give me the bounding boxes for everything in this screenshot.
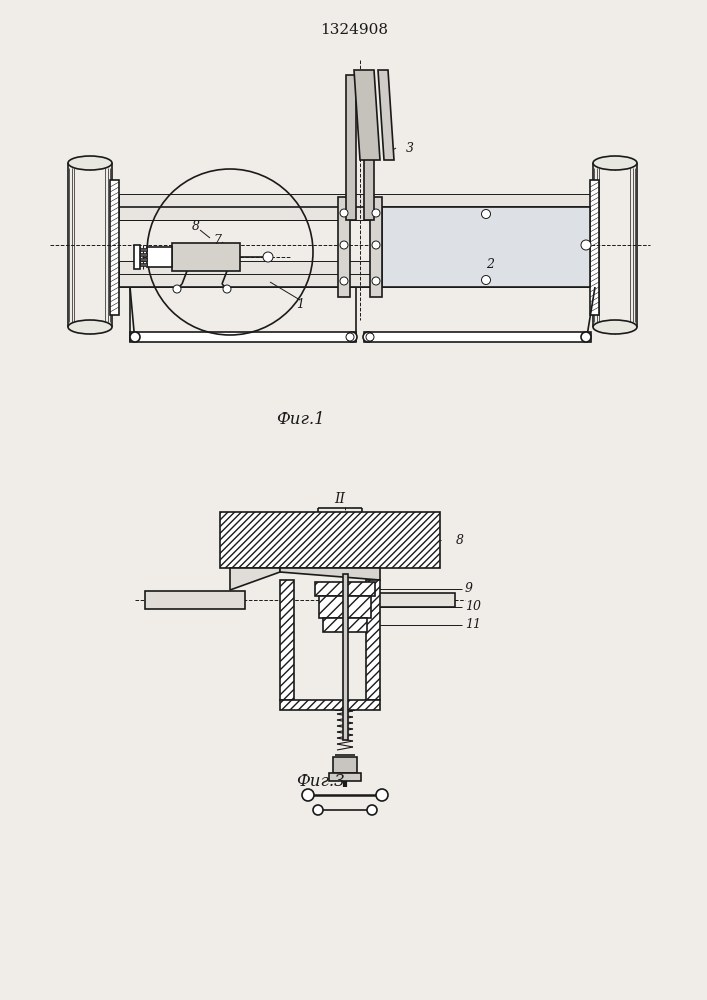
Bar: [375, 593, 455, 607]
Ellipse shape: [593, 156, 637, 170]
Text: 9: 9: [465, 582, 473, 595]
Circle shape: [481, 275, 491, 284]
Bar: [140, 257, 147, 260]
Polygon shape: [280, 568, 380, 580]
Bar: [338, 197, 350, 297]
Bar: [280, 700, 380, 710]
Circle shape: [173, 285, 181, 293]
Circle shape: [581, 240, 591, 250]
Text: 2: 2: [486, 258, 494, 271]
Circle shape: [372, 277, 380, 285]
Ellipse shape: [68, 156, 112, 170]
Circle shape: [302, 789, 314, 801]
Circle shape: [366, 333, 374, 341]
Bar: [346, 75, 356, 220]
Bar: [140, 247, 147, 250]
Circle shape: [376, 789, 388, 801]
Bar: [590, 180, 599, 315]
Bar: [364, 332, 591, 342]
Text: 3: 3: [406, 141, 414, 154]
Bar: [333, 757, 357, 773]
Polygon shape: [220, 512, 440, 568]
Bar: [364, 75, 374, 220]
Circle shape: [223, 285, 231, 293]
Polygon shape: [354, 70, 380, 160]
Text: 11: 11: [465, 618, 481, 632]
Ellipse shape: [593, 320, 637, 334]
Text: 7: 7: [213, 233, 221, 246]
Circle shape: [263, 252, 273, 262]
Circle shape: [372, 209, 380, 217]
Circle shape: [581, 332, 591, 342]
Ellipse shape: [68, 320, 112, 334]
Text: II: II: [334, 492, 346, 506]
Polygon shape: [230, 568, 280, 590]
Circle shape: [372, 241, 380, 249]
Text: 8: 8: [192, 220, 200, 232]
Bar: [315, 582, 375, 596]
Bar: [343, 574, 348, 740]
Bar: [319, 596, 371, 618]
Text: Фиг.1: Фиг.1: [276, 412, 325, 428]
Bar: [119, 261, 590, 287]
Bar: [140, 262, 147, 265]
Text: 1324908: 1324908: [320, 23, 388, 37]
Bar: [145, 591, 245, 609]
Text: 8: 8: [456, 534, 464, 546]
Polygon shape: [280, 580, 294, 700]
Bar: [119, 194, 590, 220]
Bar: [382, 207, 590, 287]
Bar: [329, 773, 361, 781]
Circle shape: [340, 241, 348, 249]
Circle shape: [481, 210, 491, 219]
Bar: [140, 252, 147, 255]
Circle shape: [347, 332, 357, 342]
Text: 1: 1: [296, 298, 304, 310]
Circle shape: [130, 332, 140, 342]
Circle shape: [363, 332, 373, 342]
Circle shape: [367, 805, 377, 815]
Bar: [110, 180, 119, 315]
Polygon shape: [366, 580, 380, 700]
Bar: [172, 243, 240, 271]
Bar: [147, 247, 172, 267]
Bar: [134, 245, 140, 269]
Circle shape: [346, 333, 354, 341]
Circle shape: [340, 277, 348, 285]
Text: 10: 10: [465, 600, 481, 613]
Bar: [323, 618, 367, 632]
Bar: [370, 197, 382, 297]
Circle shape: [313, 805, 323, 815]
Bar: [130, 332, 356, 342]
Polygon shape: [378, 70, 394, 160]
Circle shape: [340, 209, 348, 217]
Text: Фиг.3: Фиг.3: [296, 774, 344, 790]
